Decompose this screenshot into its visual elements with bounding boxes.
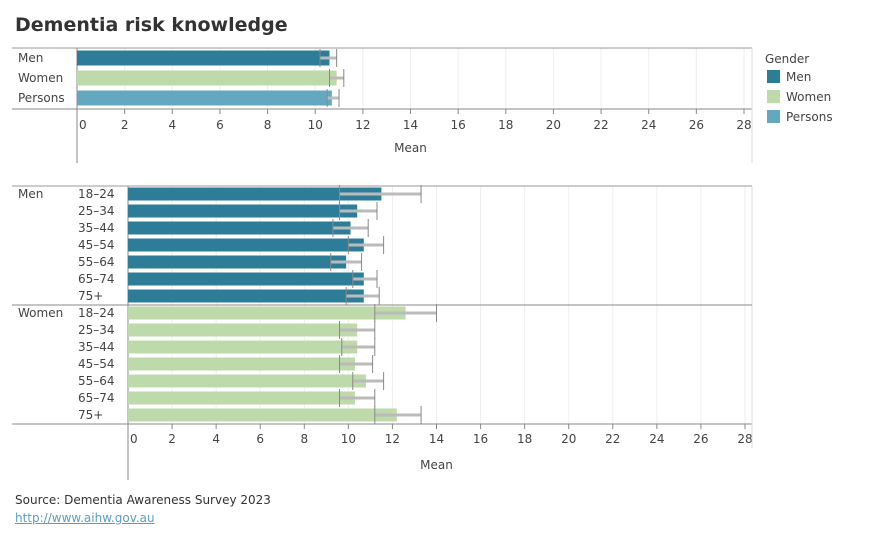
- bar-men: [77, 50, 330, 66]
- x-tick-label: 0: [130, 432, 138, 446]
- x-tick-label: 2: [168, 432, 176, 446]
- age-label: 18–24: [78, 306, 115, 320]
- age-label: 65–74: [78, 391, 115, 405]
- bar-women-18–24: [128, 306, 406, 320]
- x-tick-label: 26: [689, 118, 704, 132]
- row-label: Men: [18, 51, 43, 65]
- x-tick-label: 10: [341, 432, 356, 446]
- legend-label: Men: [786, 70, 811, 84]
- x-tick-label: 4: [212, 432, 220, 446]
- bar-men-25–34: [128, 204, 358, 218]
- row-label: Women: [18, 71, 63, 85]
- x-tick-label: 10: [308, 118, 323, 132]
- row-label: Persons: [18, 91, 65, 105]
- x-axis-title: Mean: [420, 458, 453, 472]
- age-label: 75+: [78, 289, 103, 303]
- page-title: Dementia risk knowledge: [15, 14, 288, 36]
- x-tick-label: 12: [385, 432, 400, 446]
- x-tick-label: 12: [355, 118, 370, 132]
- group-label: Women: [18, 306, 63, 320]
- age-label: 45–54: [78, 357, 115, 371]
- legend-label: Women: [786, 90, 831, 104]
- bar-men-35–44: [128, 221, 351, 235]
- age-label: 25–34: [78, 323, 115, 337]
- bar-men-55–64: [128, 255, 347, 269]
- x-tick-label: 6: [216, 118, 224, 132]
- age-label: 75+: [78, 408, 103, 422]
- age-label: 25–34: [78, 204, 115, 218]
- bar-men-65–74: [128, 272, 364, 286]
- bar-women-45–54: [128, 357, 355, 371]
- legend-title: Gender: [765, 52, 809, 66]
- bar-women-75+: [128, 408, 397, 422]
- x-tick-label: 20: [561, 432, 576, 446]
- age-label: 55–64: [78, 255, 115, 269]
- age-label: 55–64: [78, 374, 115, 388]
- bar-women: [77, 70, 337, 86]
- x-tick-label: 24: [641, 118, 656, 132]
- x-tick-label: 4: [168, 118, 176, 132]
- legend-swatch-persons: [767, 110, 780, 123]
- age-label: 65–74: [78, 272, 115, 286]
- x-tick-label: 28: [736, 118, 751, 132]
- x-tick-label: 18: [498, 118, 513, 132]
- x-tick-label: 28: [737, 432, 752, 446]
- bar-men-45–54: [128, 238, 364, 252]
- x-tick-label: 18: [517, 432, 532, 446]
- x-tick-label: 16: [473, 432, 488, 446]
- bar-men-18–24: [128, 187, 382, 201]
- x-tick-label: 14: [429, 432, 444, 446]
- bar-men-75+: [128, 289, 364, 303]
- x-tick-label: 24: [649, 432, 664, 446]
- bar-women-35–44: [128, 340, 358, 354]
- bar-women-65–74: [128, 391, 355, 405]
- age-label: 35–44: [78, 221, 115, 235]
- x-tick-label: 14: [403, 118, 418, 132]
- bar-women-55–64: [128, 374, 366, 388]
- group-label: Men: [18, 187, 43, 201]
- age-label: 45–54: [78, 238, 115, 252]
- legend-label: Persons: [786, 110, 833, 124]
- bar-persons: [77, 90, 332, 106]
- x-tick-label: 22: [605, 432, 620, 446]
- x-tick-label: 26: [693, 432, 708, 446]
- x-tick-label: 20: [546, 118, 561, 132]
- x-tick-label: 8: [300, 432, 308, 446]
- x-tick-label: 8: [264, 118, 272, 132]
- x-tick-label: 0: [79, 118, 87, 132]
- age-label: 35–44: [78, 340, 115, 354]
- x-tick-label: 22: [593, 118, 608, 132]
- legend-swatch-women: [767, 90, 780, 103]
- x-tick-label: 6: [256, 432, 264, 446]
- source-link[interactable]: http://www.aihw.gov.au: [15, 511, 155, 525]
- x-tick-label: 16: [451, 118, 466, 132]
- x-axis-title: Mean: [394, 141, 427, 155]
- age-label: 18–24: [78, 187, 115, 201]
- legend-swatch-men: [767, 70, 780, 83]
- x-tick-label: 2: [121, 118, 129, 132]
- source-text: Source: Dementia Awareness Survey 2023: [15, 493, 271, 507]
- bar-women-25–34: [128, 323, 358, 337]
